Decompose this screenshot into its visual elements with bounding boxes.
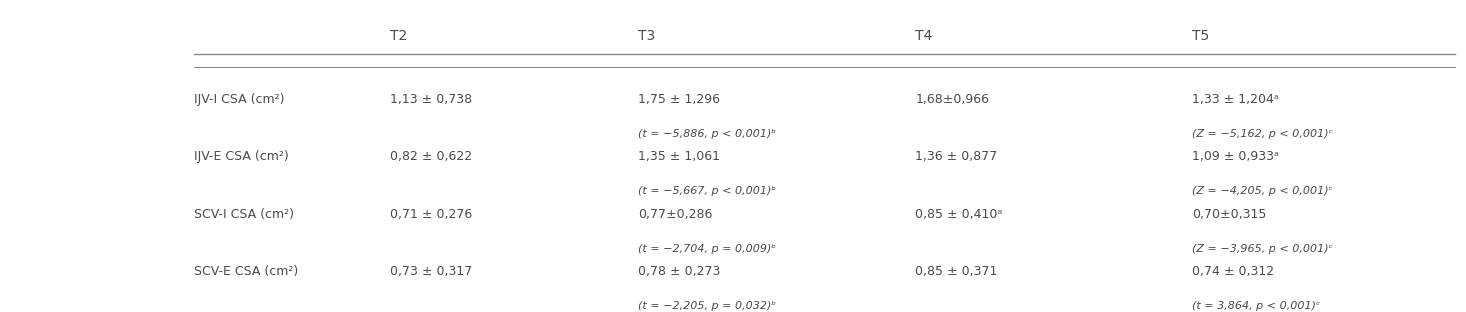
Text: 1,68±0,966: 1,68±0,966 xyxy=(915,93,990,105)
Text: 0,71 ± 0,276: 0,71 ± 0,276 xyxy=(390,207,472,221)
Text: SCV-I CSA (cm²): SCV-I CSA (cm²) xyxy=(194,207,293,221)
Text: SCV-E CSA (cm²): SCV-E CSA (cm²) xyxy=(194,265,298,278)
Text: 1,09 ± 0,933ᵃ: 1,09 ± 0,933ᵃ xyxy=(1192,150,1278,163)
Text: T5: T5 xyxy=(1192,29,1209,43)
Text: (Z = −4,205, p < 0,001)ᶜ: (Z = −4,205, p < 0,001)ᶜ xyxy=(1192,186,1333,196)
Text: 0,77±0,286: 0,77±0,286 xyxy=(638,207,712,221)
Text: 0,85 ± 0,371: 0,85 ± 0,371 xyxy=(915,265,997,278)
Text: (t = −2,704, p = 0,009)ᵇ: (t = −2,704, p = 0,009)ᵇ xyxy=(638,244,777,254)
Text: 0,70±0,315: 0,70±0,315 xyxy=(1192,207,1267,221)
Text: (Z = −3,965, p < 0,001)ᶜ: (Z = −3,965, p < 0,001)ᶜ xyxy=(1192,244,1333,254)
Text: 1,75 ± 1,296: 1,75 ± 1,296 xyxy=(638,93,720,105)
Text: T4: T4 xyxy=(915,29,932,43)
Text: (Z = −5,162, p < 0,001)ᶜ: (Z = −5,162, p < 0,001)ᶜ xyxy=(1192,129,1333,139)
Text: (t = 3,864, p < 0,001)ᶜ: (t = 3,864, p < 0,001)ᶜ xyxy=(1192,301,1321,311)
Text: 0,82 ± 0,622: 0,82 ± 0,622 xyxy=(390,150,472,163)
Text: 1,33 ± 1,204ᵃ: 1,33 ± 1,204ᵃ xyxy=(1192,93,1278,105)
Text: 0,78 ± 0,273: 0,78 ± 0,273 xyxy=(638,265,721,278)
Text: 0,74 ± 0,312: 0,74 ± 0,312 xyxy=(1192,265,1274,278)
Text: 1,36 ± 0,877: 1,36 ± 0,877 xyxy=(915,150,997,163)
Text: 1,13 ± 0,738: 1,13 ± 0,738 xyxy=(390,93,472,105)
Text: IJV-E CSA (cm²): IJV-E CSA (cm²) xyxy=(194,150,289,163)
Text: (t = −5,667, p < 0,001)ᵇ: (t = −5,667, p < 0,001)ᵇ xyxy=(638,186,777,196)
Text: 0,85 ± 0,410ᵃ: 0,85 ± 0,410ᵃ xyxy=(915,207,1003,221)
Text: (t = −2,205, p = 0,032)ᵇ: (t = −2,205, p = 0,032)ᵇ xyxy=(638,301,777,311)
Text: 1,35 ± 1,061: 1,35 ± 1,061 xyxy=(638,150,720,163)
Text: T2: T2 xyxy=(390,29,408,43)
Text: T3: T3 xyxy=(638,29,655,43)
Text: 0,73 ± 0,317: 0,73 ± 0,317 xyxy=(390,265,472,278)
Text: IJV-I CSA (cm²): IJV-I CSA (cm²) xyxy=(194,93,284,105)
Text: (t = −5,886, p < 0,001)ᵇ: (t = −5,886, p < 0,001)ᵇ xyxy=(638,129,777,139)
